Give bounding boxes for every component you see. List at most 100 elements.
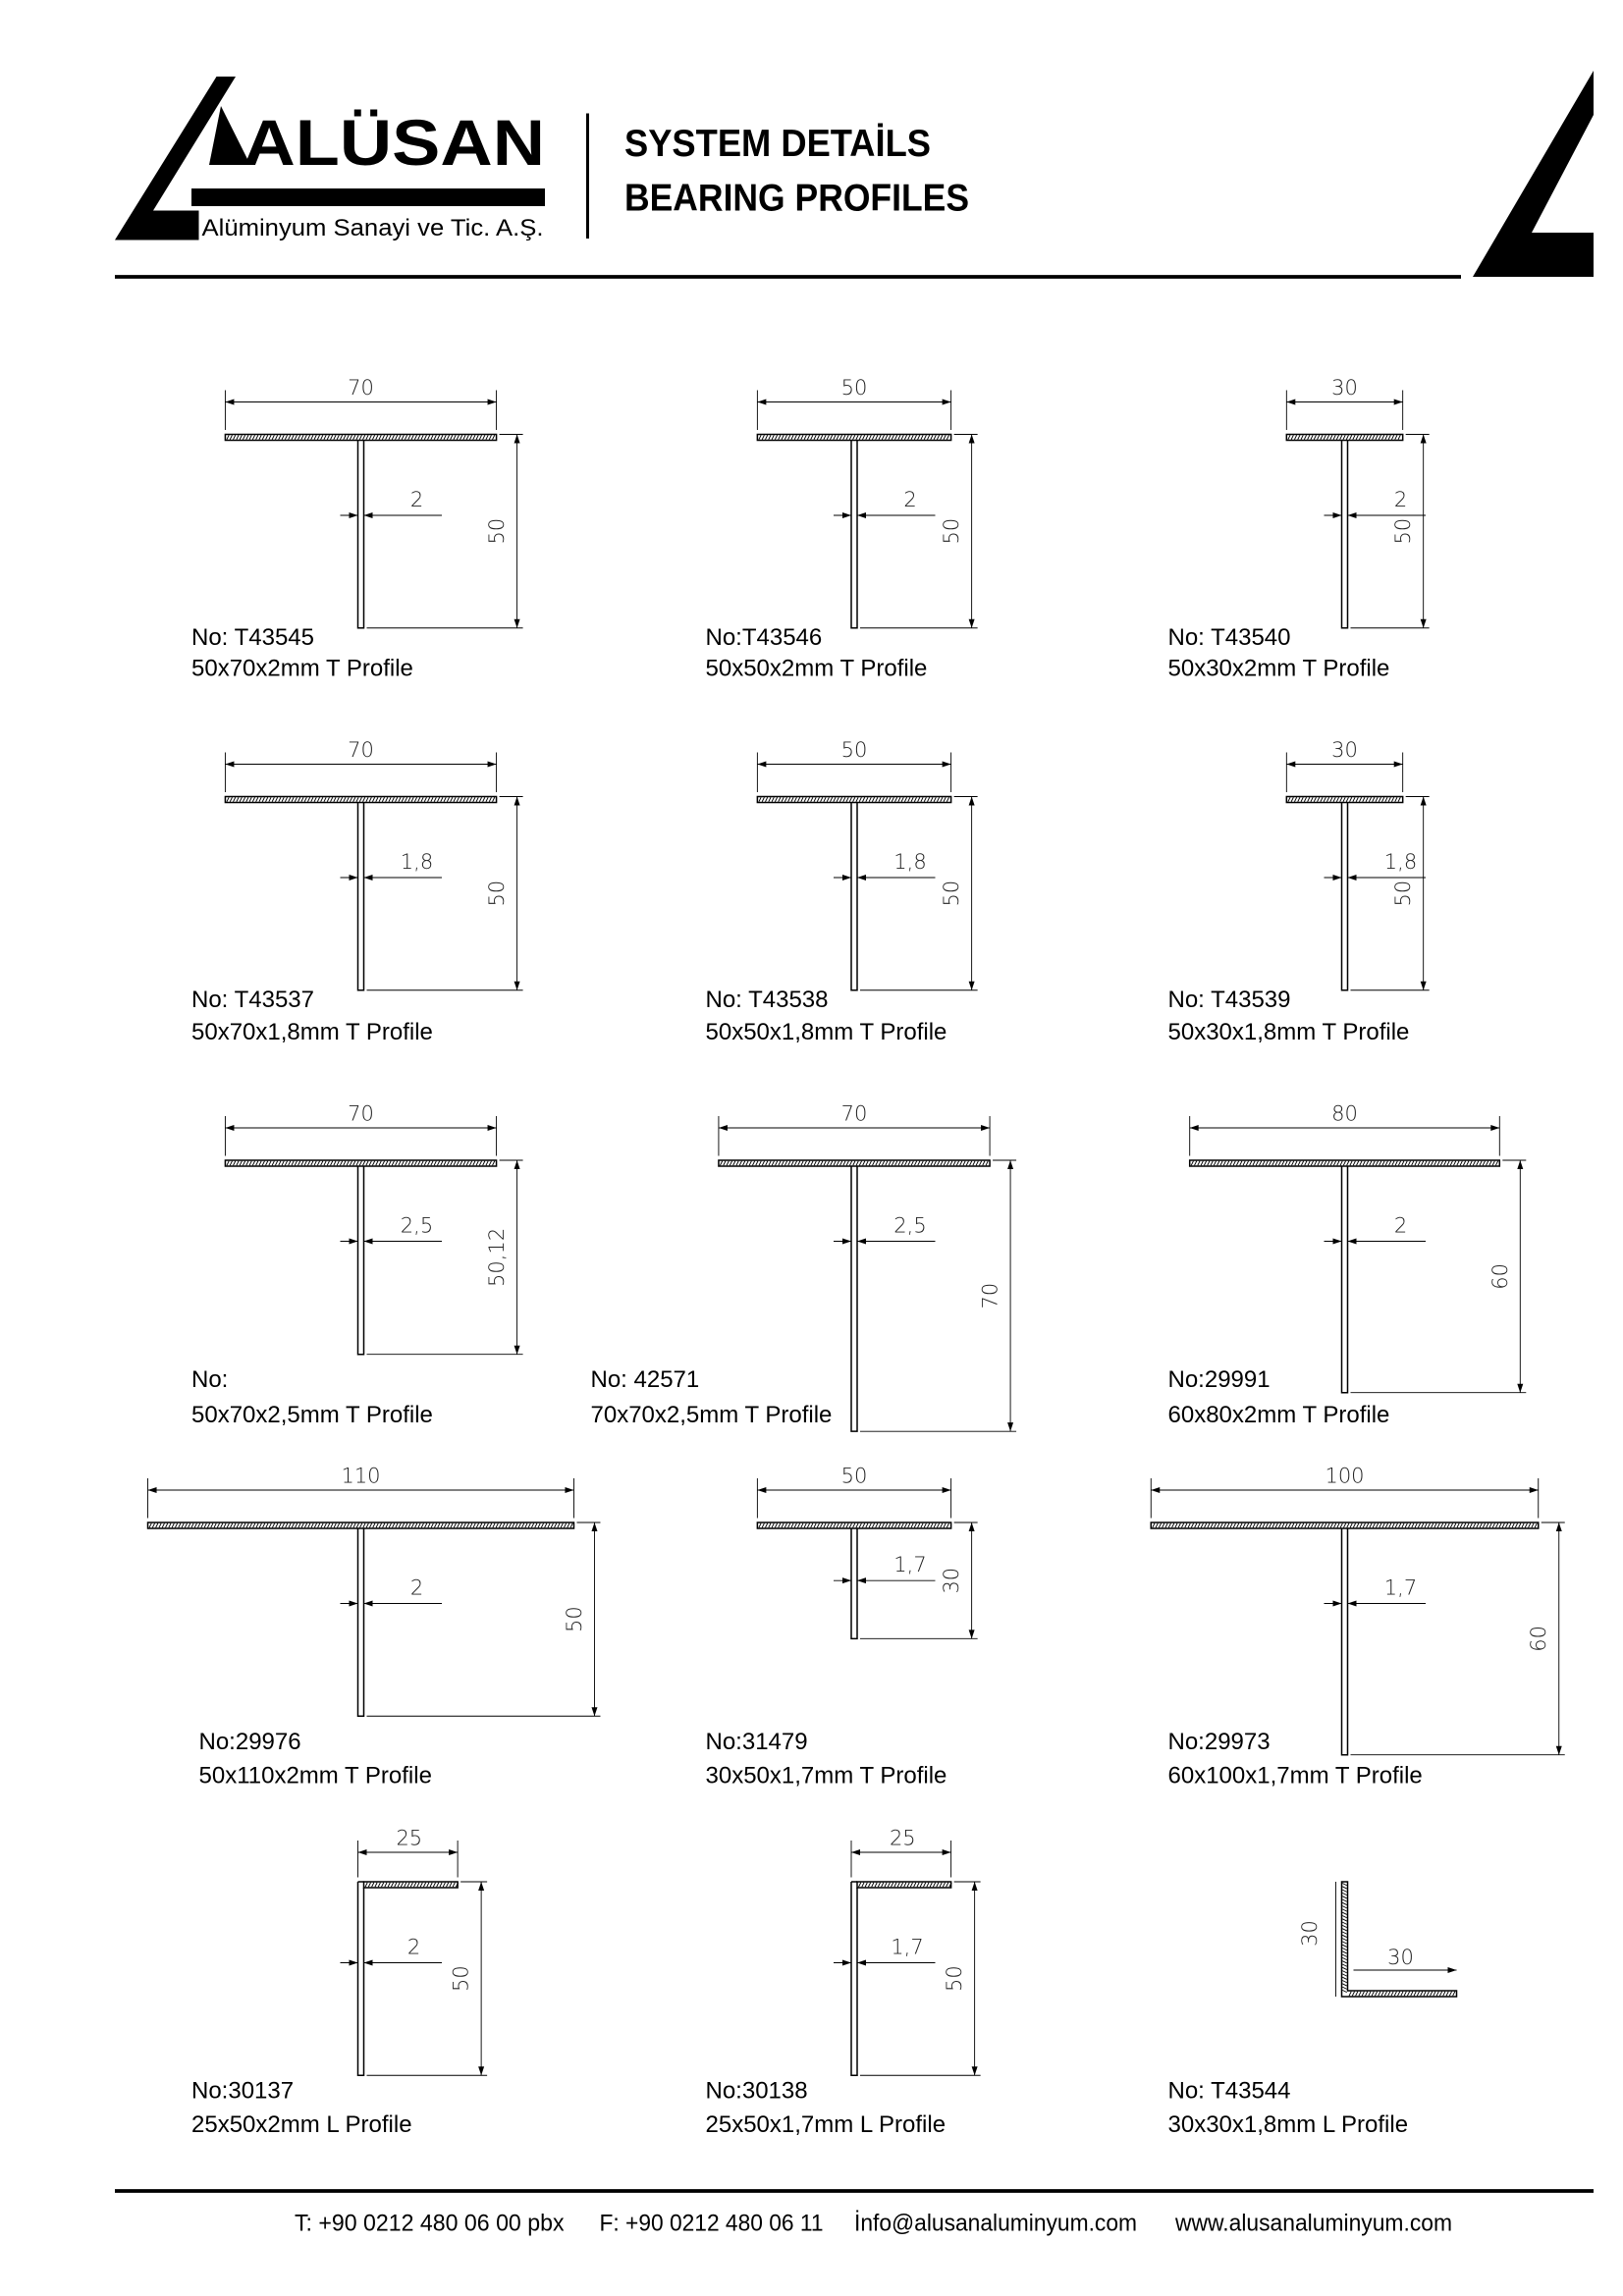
profile-not43537: 70 50 1,8 No: T43537 50x70x1,8mm T Profile — [191, 738, 523, 1045]
height-dimension-label: 30 — [1298, 1920, 1322, 1947]
flange-serration — [226, 1160, 496, 1166]
profile-description: 30x50x1,7mm T Profile — [706, 1763, 947, 1789]
dimension-arrow — [349, 1238, 358, 1245]
angle-serration — [1342, 1883, 1456, 1997]
dimension-arrow — [1393, 761, 1403, 768]
profile-description: 50x50x1,8mm T Profile — [706, 1019, 947, 1045]
flange-serration — [226, 435, 496, 440]
profile-description: 60x100x1,7mm T Profile — [1168, 1763, 1423, 1789]
width-dimension-line — [357, 1841, 459, 1878]
dimension-arrow — [968, 434, 975, 444]
dimension-arrow — [225, 761, 235, 768]
width-dimension-line — [1150, 1478, 1540, 1519]
stem — [1340, 1528, 1349, 1756]
profile-number: No:31479 — [706, 1729, 808, 1755]
dimension-arrow — [487, 1125, 497, 1132]
profile-no30138: 25 50 1,7 No:30138 25x50x1,7mm L Profile — [706, 1827, 981, 2138]
dimension-arrow — [349, 512, 358, 519]
dimension-arrow — [514, 1345, 520, 1355]
corner-logo-mark — [1473, 71, 1594, 278]
leg — [356, 1881, 365, 2077]
alusan-logo: ALÜSAN Alüminyum Sanayi ve Tic. A.Ş. — [115, 77, 545, 241]
profile-description: 50x70x2mm T Profile — [191, 656, 413, 682]
profile-number: No: T43540 — [1168, 624, 1291, 651]
profile-no42571: 70 70 2,5 No: 42571 70x70x2,5mm T Profile — [591, 1102, 1017, 1432]
flange-serration — [1152, 1522, 1538, 1528]
width-dimension-label: 70 — [348, 376, 374, 400]
profile-not43545: 70 50 2 No: T43545 50x70x2mm T Profile — [191, 376, 523, 682]
profile-number: No: T43544 — [1168, 2078, 1291, 2105]
dimension-arrow — [357, 1849, 367, 1856]
width-dimension-label: 80 — [1331, 1102, 1358, 1126]
height-dimension-line — [860, 434, 978, 629]
dimension-arrow — [349, 1959, 358, 1966]
width-dimension-label: 110 — [341, 1465, 380, 1488]
thickness-dimension-label: 2 — [1394, 488, 1407, 511]
dimension-arrow — [1490, 1125, 1500, 1132]
thickness-dimension-label: 2 — [903, 488, 916, 511]
dimension-arrow — [1189, 1125, 1199, 1132]
width-dimension-line — [224, 390, 498, 431]
stem — [1340, 1166, 1349, 1394]
profile-not43544: 30 30 No: T43544 30x30x1,8mm L Profile — [1168, 1881, 1458, 2138]
width-dimension-label: 50 — [841, 1465, 868, 1488]
profile-number: No: T43539 — [1168, 987, 1291, 1013]
profile-not43539: 30 50 1,8 No: T43539 50x30x1,8mm T Profile — [1168, 738, 1430, 1045]
width-dimension-label: 50 — [841, 376, 868, 400]
profile-description: 50x30x2mm T Profile — [1168, 656, 1390, 682]
dimension-arrow — [1151, 1487, 1161, 1494]
height-dimension-line — [1350, 434, 1430, 629]
width-dimension-label: 25 — [396, 1827, 422, 1850]
dimension-arrow — [842, 875, 851, 881]
dimension-arrow — [942, 399, 951, 405]
thickness-dimension-label: 1,7 — [893, 1553, 926, 1576]
profile-number: No: T43537 — [191, 987, 314, 1013]
dimension-arrow — [147, 1487, 157, 1494]
thickness-dimension-label: 2 — [410, 1576, 423, 1600]
height-dimension-line — [1350, 1522, 1565, 1756]
footer-email[interactable]: İnfo@alusanaluminyum.com — [854, 2211, 1137, 2237]
dimension-arrow — [514, 618, 520, 628]
height-dimension-label: 50 — [943, 1965, 966, 1992]
flange-serration — [148, 1522, 573, 1528]
profile-no31479: 50 30 1,7 No:31479 30x50x1,7mm T Profile — [706, 1465, 978, 1789]
dimension-arrow — [968, 796, 975, 806]
flange — [362, 1881, 459, 1889]
flange-serration — [858, 1882, 952, 1888]
profile-number: No:T43546 — [706, 624, 823, 651]
dimension-arrow — [1286, 761, 1296, 768]
height-dimension-line — [366, 434, 523, 629]
dimension-arrow — [757, 1487, 767, 1494]
dimension-arrow — [363, 512, 373, 519]
flange-serration — [1287, 435, 1401, 440]
profile-number: No:29976 — [199, 1729, 301, 1755]
dimension-arrow — [968, 618, 975, 628]
flange — [856, 1881, 952, 1889]
dimension-arrow — [1007, 1422, 1014, 1432]
dimension-arrow — [1007, 1160, 1014, 1170]
height-dimension-label: 50 — [940, 881, 963, 907]
dimension-arrow — [1555, 1745, 1562, 1755]
dimension-arrow — [1517, 1383, 1524, 1393]
width-dimension-label: 50 — [841, 738, 868, 762]
dimension-arrow — [942, 1487, 951, 1494]
footer: T: +90 0212 480 06 00 pbx F: +90 0212 48… — [115, 2189, 1594, 2237]
header: ALÜSAN Alüminyum Sanayi ve Tic. A.Ş. SYS… — [115, 71, 1594, 279]
profile-number: No: 42571 — [591, 1366, 700, 1393]
dimension-arrow — [478, 2066, 485, 2076]
angle-profile — [1340, 1881, 1458, 1998]
flange-serration — [1190, 1160, 1499, 1166]
dimension-arrow — [1517, 1160, 1524, 1170]
profile-description: 50x50x2mm T Profile — [706, 656, 928, 682]
dimension-arrow — [514, 434, 520, 444]
stem — [356, 1166, 365, 1356]
leg — [850, 1881, 858, 2077]
height-dimension-label: 50 — [485, 881, 509, 907]
profile-number: No:29973 — [1168, 1729, 1271, 1755]
height-dimension-label: 50 — [1391, 881, 1415, 907]
dimension-arrow — [757, 399, 767, 405]
height-dimension-line — [366, 1522, 601, 1717]
dimension-arrow — [1332, 875, 1342, 881]
profile-description: 50x70x2,5mm T Profile — [191, 1402, 433, 1428]
footer-website[interactable]: www.alusanaluminyum.com — [1174, 2211, 1452, 2237]
